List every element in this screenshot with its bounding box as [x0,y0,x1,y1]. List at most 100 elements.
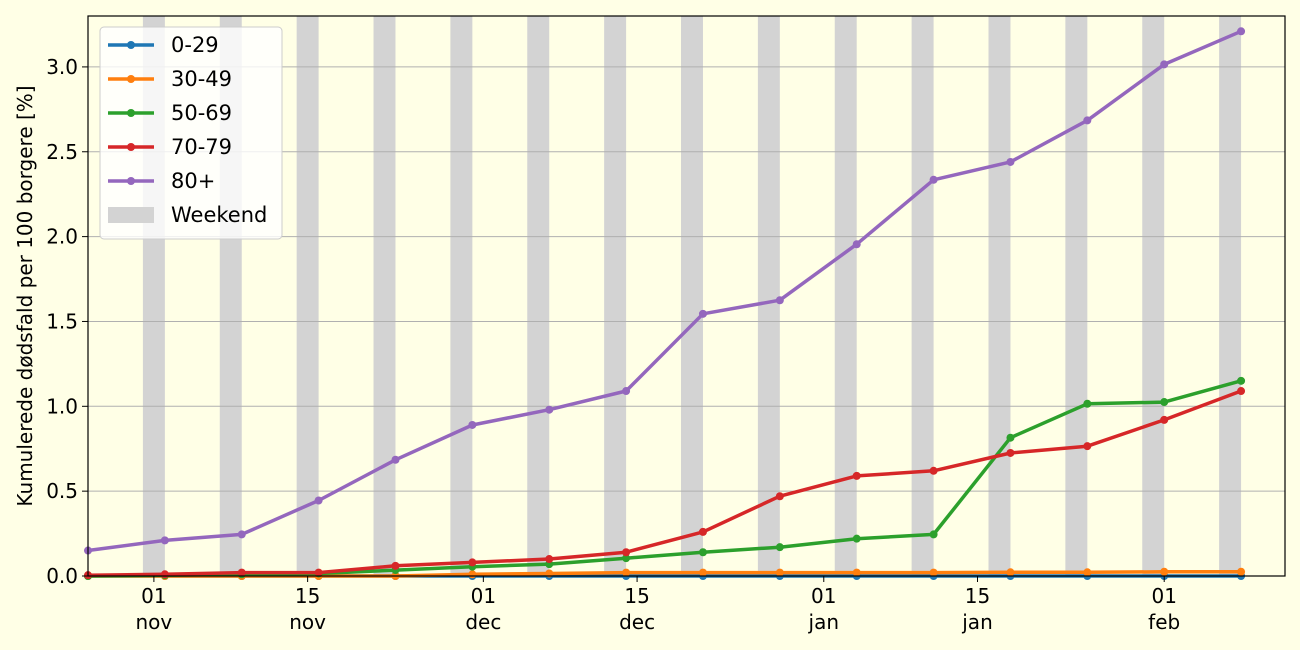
data-point [160,570,169,579]
x-tick-label-day: 01 [811,584,836,608]
legend-marker [127,177,135,185]
series-80+ [84,27,1246,555]
data-point [237,530,246,539]
legend-label: Weekend [171,203,267,227]
data-point [468,570,477,579]
data-point [160,536,169,545]
data-point [391,455,400,464]
legend-label: 0-29 [171,33,219,57]
data-point [929,175,938,184]
data-point [1237,387,1246,396]
weekend-band [527,16,550,576]
data-point [622,554,631,563]
data-point [775,568,784,577]
data-point [1160,60,1169,69]
data-point [622,387,631,396]
data-point [698,548,707,557]
data-point [237,568,246,577]
data-point [1083,568,1092,577]
x-tick-label-month: jan [808,610,840,634]
data-point [929,466,938,475]
y-tick-label: 1.5 [46,309,78,333]
x-tick-label-month: feb [1148,610,1180,634]
data-point [1237,376,1246,385]
data-point [391,561,400,570]
data-point [775,492,784,501]
x-tick-label-day: 15 [295,584,320,608]
x-tick-label-month: dec [465,610,501,634]
data-point [698,568,707,577]
data-point [622,548,631,557]
data-point [1083,399,1092,408]
data-point [1083,442,1092,451]
grid-lines [88,66,1285,577]
y-tick-label: 0.5 [46,479,78,503]
weekend-band [373,16,396,576]
weekend-band [988,16,1011,576]
x-tick-label-month: nov [136,610,173,634]
data-point [1160,567,1169,576]
axes: 0.00.51.01.52.02.53.001nov15nov01dec15de… [46,55,1180,634]
legend-marker [127,143,135,151]
y-tick-label: 3.0 [46,55,78,79]
data-point [468,420,477,429]
series-line [87,389,1242,577]
data-point [314,568,323,577]
data-point [698,309,707,318]
weekend-band [681,16,703,576]
legend-swatch-weekend [108,207,154,223]
weekend-band [911,16,934,576]
y-tick-label: 1.0 [46,394,78,418]
weekend-band [1219,16,1242,576]
x-tick-label-month: nov [289,610,326,634]
data-point [1006,433,1015,442]
x-tick-label-month: jan [961,610,993,634]
legend: 0-29 30-49 50-69 70-79 80+ Weekend [99,26,283,240]
legend-marker [127,75,135,83]
legend-label: 70-79 [171,135,232,159]
weekend-band [450,16,473,576]
y-axis-label: Kumulerede dødsfald per 100 borgere [%] [13,85,37,506]
x-tick-label-day: 15 [624,584,649,608]
weekend-band [757,16,780,576]
weekend-band [604,16,627,576]
x-tick-label-day: 01 [1151,584,1176,608]
x-tick-label-day: 01 [471,584,496,608]
legend-label: 50-69 [171,101,232,125]
weekend-band [1065,16,1088,576]
x-tick-label-month: dec [619,610,655,634]
data-point [775,296,784,305]
data-point [852,240,861,249]
data-point [775,543,784,552]
data-point [1160,415,1169,424]
data-point [1160,398,1169,407]
data-point [929,530,938,539]
x-tick-label-day: 15 [965,584,990,608]
y-tick-label: 2.5 [46,140,78,164]
data-point [1237,27,1246,36]
legend-label: 30-49 [171,67,232,91]
series-70-79 [84,387,1246,580]
data-point [852,471,861,480]
data-point [314,496,323,505]
data-point [1237,567,1246,576]
data-point [1006,568,1015,577]
x-tick-label-day: 01 [141,584,166,608]
plot-frame [87,15,1286,577]
y-tick-label: 0.0 [46,564,78,588]
legend-label: 80+ [171,169,215,193]
data-point [1006,157,1015,166]
weekend-bands [142,16,1242,576]
series-line [87,29,1242,553]
data-point [545,405,554,414]
data-point [929,568,938,577]
legend-marker [127,41,135,49]
data-point [468,558,477,567]
y-tick-label: 2.0 [46,225,78,249]
weekend-band [1142,16,1165,576]
legend-marker [127,109,135,117]
weekend-band [834,16,857,576]
data-point [852,568,861,577]
data-point [1006,448,1015,457]
